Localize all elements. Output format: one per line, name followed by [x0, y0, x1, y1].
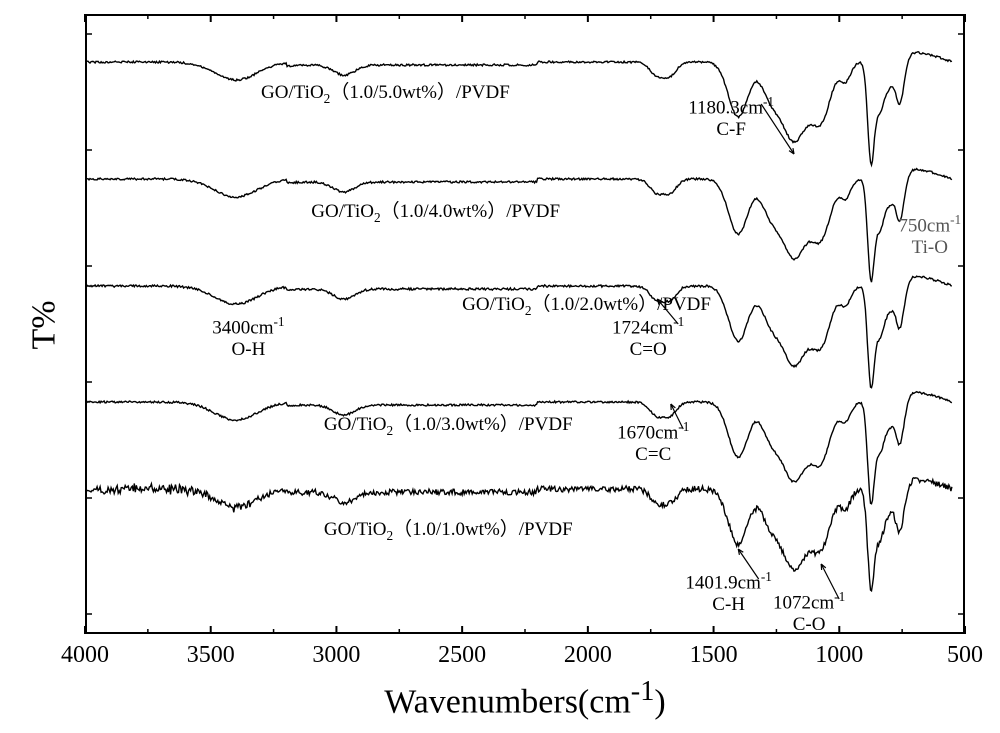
x-axis-label: Wavenumbers(cm-1)	[85, 676, 965, 721]
x-tick-label: 1000	[815, 642, 863, 669]
x-tick-label: 2500	[438, 642, 486, 669]
x-tick-label: 3500	[187, 642, 235, 669]
ftir-chart: T% Wavenumbers(cm-1) 4000 3500 3000 2500 200…	[0, 0, 1000, 733]
x-tick-label: 3000	[312, 642, 360, 669]
series-label: GO/TiO2（1.0/4.0wt%）/PVDF	[311, 201, 560, 225]
y-axis-label: T%	[26, 300, 64, 349]
peak-annotation: 750cm-1Ti-O	[898, 212, 961, 259]
series-label: GO/TiO2（1.0/1.0wt%）/PVDF	[324, 519, 573, 543]
peak-annotation: 1072cm-1C-O	[773, 589, 845, 636]
peak-annotation: 1670cm-1C=C	[617, 419, 689, 466]
x-tick-label: 2000	[564, 642, 612, 669]
chart-svg	[0, 0, 1000, 733]
peak-annotation: 3400cm-1O-H	[212, 314, 284, 361]
peak-annotation: 1401.9cm-1C-H	[685, 569, 772, 616]
x-tick-label: 500	[947, 642, 983, 669]
x-tick-label: 4000	[61, 642, 109, 669]
x-tick-label: 1500	[690, 642, 738, 669]
series-label: GO/TiO2（1.0/3.0wt%）/PVDF	[324, 414, 573, 438]
peak-annotation: 1724cm-1C=O	[612, 314, 684, 361]
series-label: GO/TiO2（1.0/5.0wt%）/PVDF	[261, 82, 510, 106]
peak-annotation: 1180.3cm-1C-F	[688, 94, 774, 141]
